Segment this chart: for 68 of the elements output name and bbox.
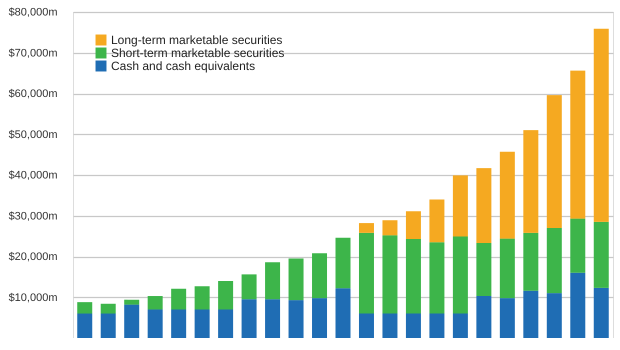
bar [358, 223, 374, 233]
bar [476, 296, 492, 338]
bar [523, 232, 538, 291]
bar [382, 220, 398, 236]
bar [500, 298, 515, 338]
bar [594, 288, 609, 338]
bar [148, 296, 163, 310]
bar [77, 314, 92, 338]
legend-label: Cash and cash equivalents [111, 59, 256, 73]
bar [218, 309, 234, 338]
bar [171, 309, 186, 338]
legend-label: Short-term marketable securities [111, 46, 284, 60]
bar [288, 300, 304, 338]
bar [358, 232, 374, 314]
bar [100, 304, 116, 314]
bar [148, 309, 163, 338]
bar [312, 298, 328, 338]
bar [194, 309, 210, 338]
bar [523, 290, 538, 338]
bar [218, 280, 234, 310]
bar [570, 272, 586, 338]
y-tick-label: $50,000m [8, 128, 58, 141]
bar [100, 314, 116, 338]
bar [336, 238, 350, 288]
y-tick-label: $40,000m [8, 170, 58, 182]
bar [452, 314, 468, 338]
bar [194, 286, 210, 310]
bar [500, 152, 515, 239]
bar [429, 242, 444, 314]
bar [336, 288, 350, 338]
bar [242, 274, 257, 300]
bar [546, 95, 562, 228]
y-tick-label: $60,000m [8, 88, 58, 100]
bar [265, 299, 280, 338]
bar [500, 238, 515, 298]
bar [546, 228, 562, 294]
bar [452, 175, 468, 237]
y-tick-label: $70,000m [8, 47, 58, 60]
bar [382, 314, 398, 338]
bar [265, 262, 280, 300]
bar [171, 288, 186, 310]
bar [358, 314, 374, 338]
bar [124, 300, 140, 305]
bar [124, 304, 140, 338]
bar [570, 218, 586, 273]
bar [523, 130, 538, 233]
bar [476, 168, 492, 244]
bar [77, 302, 92, 314]
bar [312, 253, 328, 298]
bar [406, 314, 421, 338]
bar [570, 70, 586, 219]
bar [476, 243, 492, 296]
bar [242, 299, 257, 338]
bar [429, 314, 444, 338]
y-tick-label: $80,000m [8, 6, 58, 18]
legend-label: Long-term marketable securities [111, 33, 282, 47]
y-tick-label: $30,000m [8, 210, 58, 222]
y-tick-label: $20,000m [8, 251, 58, 263]
bar [594, 28, 609, 222]
bar [452, 236, 468, 314]
bar [594, 222, 609, 288]
bar [288, 258, 304, 300]
bar [429, 199, 444, 242]
bar [406, 211, 421, 239]
bar [546, 293, 562, 338]
bar [382, 235, 398, 314]
bar [406, 238, 421, 314]
y-tick-label: $10,000m [8, 292, 58, 304]
